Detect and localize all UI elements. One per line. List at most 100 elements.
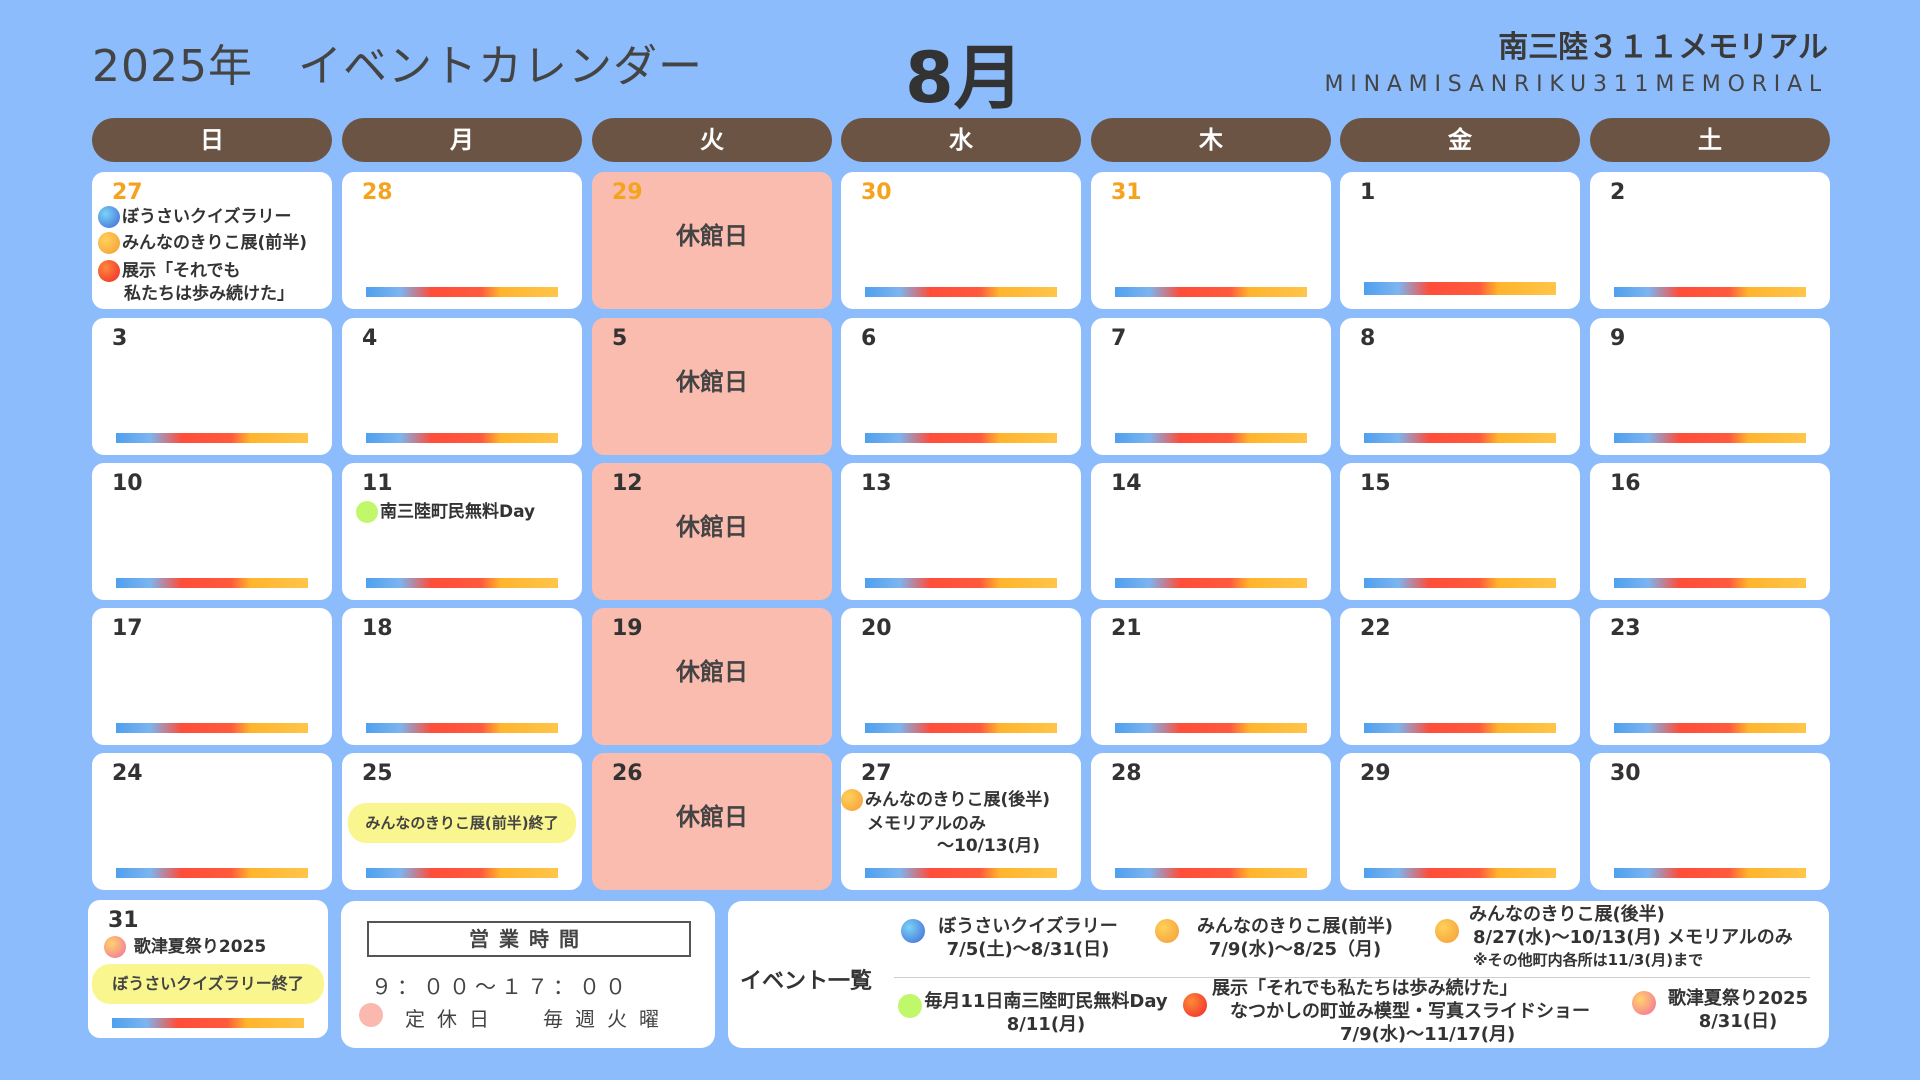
day-number: 19: [612, 616, 643, 641]
day-cell-aug-11[interactable]: 11 南三陸町民無料Day: [342, 463, 582, 600]
day-cell-aug-20[interactable]: 20: [841, 608, 1081, 745]
venue-name: 南三陸３１１メモリアル: [1498, 30, 1828, 65]
day-number: 31: [108, 908, 139, 933]
quiz-rally-end-badge: ぼうさいクイズラリー終了: [92, 964, 324, 1004]
day-cell-aug-6[interactable]: 6: [841, 318, 1081, 455]
weekday-mon: 月: [342, 118, 582, 162]
event-period-bar: [366, 433, 558, 443]
event-list-item-free-day: 毎月11日南三陸町民無料Day 8/11(月): [924, 991, 1168, 1035]
kiriko-dot-icon: [98, 232, 120, 254]
day-cell-aug-31[interactable]: 31 歌津夏祭り2025 ぼうさいクイズラリー終了: [88, 900, 328, 1038]
day-cell-jul-31[interactable]: 31: [1091, 172, 1331, 309]
closed-day-dot-icon: [359, 1003, 383, 1027]
event-period-bar: [1614, 433, 1806, 443]
event-list-item-festival: 歌津夏祭り2025 8/31(日): [1667, 988, 1809, 1032]
quiz-rally-dot-icon: [98, 206, 120, 228]
day-cell-aug-18[interactable]: 18: [342, 608, 582, 745]
closed-day-label: 休館日: [676, 222, 748, 250]
day-cell-aug-22[interactable]: 22: [1340, 608, 1580, 745]
day-cell-aug-5[interactable]: 5 休館日: [592, 318, 832, 455]
event-list-panel: イベント一覧 ぼうさいクイズラリー 7/5(土)〜8/31(日) みんなのきりこ展…: [728, 901, 1829, 1048]
regular-holiday-label: 定休日: [405, 1007, 501, 1031]
day-cell-jul-28[interactable]: 28: [342, 172, 582, 309]
day-cell-aug-1[interactable]: 1: [1340, 172, 1580, 309]
day-number: 18: [362, 616, 393, 641]
free-day-dot-icon: [898, 994, 922, 1018]
day-cell-jul-27[interactable]: 27 ぼうさいクイズラリー みんなのきりこ展(前半) 展示「それでも 私たちは歩…: [92, 172, 332, 309]
business-hours-time: ９：００〜１７：００: [371, 975, 631, 999]
event-period-bar: [1364, 578, 1556, 588]
day-number: 10: [112, 471, 143, 496]
day-cell-aug-30[interactable]: 30: [1590, 753, 1830, 890]
event-period-bar: [865, 287, 1057, 297]
event-period-bar: [366, 723, 558, 733]
day-cell-aug-12[interactable]: 12 休館日: [592, 463, 832, 600]
day-cell-aug-7[interactable]: 7: [1091, 318, 1331, 455]
event-period-bar: [865, 433, 1057, 443]
day-cell-jul-30[interactable]: 30: [841, 172, 1081, 309]
day-cell-jul-29[interactable]: 29 休館日: [592, 172, 832, 309]
event-period-bar: [1614, 578, 1806, 588]
event-list-item-quiz: ぼうさいクイズラリー 7/5(土)〜8/31(日): [938, 916, 1118, 960]
day-cell-aug-9[interactable]: 9: [1590, 318, 1830, 455]
event-list-item-exhibit: 展示「それでも私たちは歩み続けた」 なつかしの町並み模型・写真スライドショー 7…: [1212, 978, 1590, 1045]
day-cell-aug-27[interactable]: 27 みんなのきりこ展(後半) メモリアルのみ 〜10/13(月): [841, 753, 1081, 890]
day-cell-aug-8[interactable]: 8: [1340, 318, 1580, 455]
day-number: 8: [1360, 326, 1376, 351]
event-list-title: イベント一覧: [740, 969, 873, 994]
day-number: 4: [362, 326, 378, 351]
exhibit-dot-icon: [98, 260, 120, 282]
event-period-bar: [1364, 282, 1556, 295]
event-kiriko-second-location: メモリアルのみ: [867, 814, 986, 834]
day-number: 30: [861, 180, 892, 205]
day-number: 17: [112, 616, 143, 641]
page-title: 2025年 イベントカレンダー: [92, 41, 703, 92]
event-period-bar: [1364, 433, 1556, 443]
day-cell-aug-26[interactable]: 26 休館日: [592, 753, 832, 890]
event-period-bar: [1115, 723, 1307, 733]
event-period-bar: [865, 868, 1057, 878]
day-cell-aug-17[interactable]: 17: [92, 608, 332, 745]
day-cell-aug-24[interactable]: 24: [92, 753, 332, 890]
venue-name-en: MINAMISANRIKU311MEMORIAL: [1324, 72, 1828, 97]
closed-day-label: 休館日: [676, 513, 748, 541]
day-cell-aug-21[interactable]: 21: [1091, 608, 1331, 745]
day-number: 29: [1360, 761, 1391, 786]
kiriko-dot-icon: [841, 789, 863, 811]
day-number: 22: [1360, 616, 1391, 641]
day-cell-aug-15[interactable]: 15: [1340, 463, 1580, 600]
day-number: 21: [1111, 616, 1142, 641]
weekday-thu: 木: [1091, 118, 1331, 162]
business-hours-title: 営業時間: [367, 921, 691, 957]
festival-dot-icon: [104, 936, 126, 958]
festival-dot-icon: [1632, 991, 1656, 1015]
day-cell-aug-23[interactable]: 23: [1590, 608, 1830, 745]
event-period-bar: [116, 868, 308, 878]
free-day-dot-icon: [356, 501, 378, 523]
day-cell-aug-13[interactable]: 13: [841, 463, 1081, 600]
day-cell-aug-16[interactable]: 16: [1590, 463, 1830, 600]
day-cell-aug-3[interactable]: 3: [92, 318, 332, 455]
event-period-bar: [865, 578, 1057, 588]
weekday-tue: 火: [592, 118, 832, 162]
day-cell-aug-14[interactable]: 14: [1091, 463, 1331, 600]
kiriko-second-dot-icon: [1435, 919, 1459, 943]
day-cell-aug-4[interactable]: 4: [342, 318, 582, 455]
day-number: 25: [362, 761, 393, 786]
event-period-bar: [366, 287, 558, 297]
day-number: 13: [861, 471, 892, 496]
day-cell-aug-19[interactable]: 19 休館日: [592, 608, 832, 745]
day-cell-aug-2[interactable]: 2: [1590, 172, 1830, 309]
event-period-bar: [865, 723, 1057, 733]
day-cell-aug-29[interactable]: 29: [1340, 753, 1580, 890]
event-period-bar: [366, 868, 558, 878]
day-cell-aug-25[interactable]: 25 みんなのきりこ展(前半)終了: [342, 753, 582, 890]
day-cell-aug-28[interactable]: 28: [1091, 753, 1331, 890]
day-number: 12: [612, 471, 643, 496]
day-number: 14: [1111, 471, 1142, 496]
day-number: 5: [612, 326, 628, 351]
day-number: 23: [1610, 616, 1641, 641]
day-number: 28: [1111, 761, 1142, 786]
day-cell-aug-10[interactable]: 10: [92, 463, 332, 600]
day-number: 24: [112, 761, 143, 786]
